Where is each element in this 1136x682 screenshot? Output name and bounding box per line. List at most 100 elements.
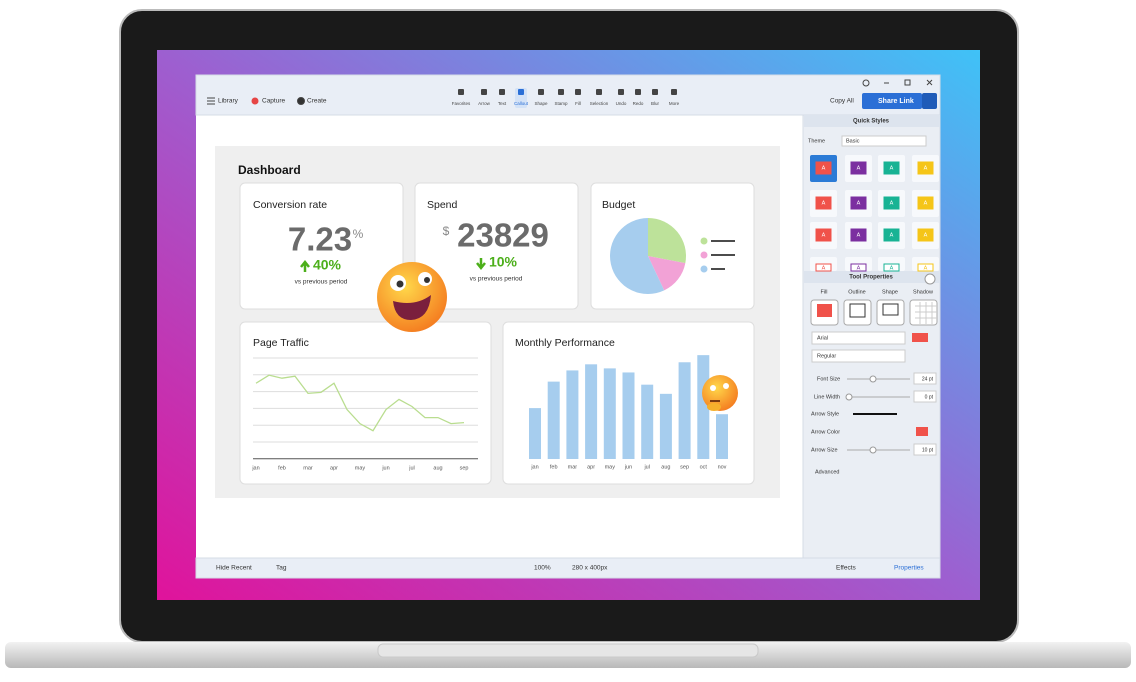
label: Shape: [882, 289, 898, 295]
bar: [529, 408, 541, 459]
x-tick-label: sep: [460, 465, 469, 471]
share-menu[interactable]: [922, 93, 937, 109]
tile-letter: A: [822, 200, 826, 206]
stat-change: 40%: [313, 257, 342, 273]
font-dropdown[interactable]: [811, 331, 906, 345]
stat-note: vs previous period: [295, 279, 348, 286]
toolbar: [195, 74, 941, 116]
label: 100%: [534, 565, 551, 572]
tile-letter: A: [857, 200, 861, 206]
tool-label: Fill: [575, 101, 581, 106]
arrow-color[interactable]: [916, 427, 928, 436]
shape-box[interactable]: [876, 299, 905, 326]
legend-dot: [700, 251, 708, 259]
traffic-grid: [253, 357, 478, 460]
tile-shape: [917, 263, 934, 272]
tile-shape: [883, 263, 900, 272]
value-boxes: [913, 372, 937, 456]
tile-letter: A: [890, 265, 894, 271]
tile-letter: A: [890, 232, 894, 238]
x-tick-label: sep: [680, 464, 689, 470]
quick-style-tiles: A A A A A A A A A A A A A A A A: [810, 155, 939, 272]
bar: [622, 372, 635, 459]
weight-dropdown[interactable]: [811, 349, 906, 363]
knob[interactable]: [869, 375, 877, 383]
label: Arial: [817, 335, 828, 341]
font-color[interactable]: [912, 333, 928, 342]
share-button[interactable]: [862, 93, 922, 109]
tool-icon[interactable]: [652, 89, 658, 95]
outline-box[interactable]: [843, 299, 872, 326]
status-bar: [195, 557, 941, 579]
label: Outline: [848, 289, 865, 295]
window-controls: [207, 79, 933, 105]
tool-icon[interactable]: [458, 89, 464, 95]
label: 10 pt: [922, 447, 934, 453]
slider-knobs: [845, 375, 877, 454]
tile-letter: A: [890, 200, 894, 206]
value-box[interactable]: [913, 443, 937, 456]
tool-label: Blur: [651, 101, 660, 106]
capture-icon[interactable]: [251, 97, 259, 105]
label: Fill: [820, 289, 827, 295]
x-tick-label: apr: [587, 464, 595, 470]
tile-shape: [883, 161, 900, 175]
close[interactable]: [926, 79, 933, 86]
stat-value: 23829: [457, 217, 549, 254]
tool-icon[interactable]: [499, 89, 505, 95]
label: Font Size: [817, 376, 840, 382]
knob[interactable]: [845, 393, 853, 401]
tool-label: Redo: [633, 101, 644, 106]
emoji-eye: [723, 383, 729, 389]
tool-icon[interactable]: [558, 89, 564, 95]
library-icon[interactable]: [207, 97, 215, 105]
tool-icon[interactable]: [596, 89, 602, 95]
stat-value: 7.23: [288, 221, 352, 258]
emoji-pupil: [396, 280, 404, 288]
label: Quick Styles: [853, 119, 890, 125]
x-tick-label: oct: [700, 464, 708, 470]
tool-icon[interactable]: [575, 89, 581, 95]
bar: [585, 364, 598, 459]
tool-icon[interactable]: [618, 89, 624, 95]
card-title: Conversion rate: [253, 199, 327, 211]
tool-icon[interactable]: [671, 89, 677, 95]
bar: [603, 368, 616, 459]
label: 0 pt: [925, 394, 934, 400]
label: Regular: [817, 353, 836, 359]
tool-label: Arrow: [478, 101, 491, 106]
label: Tool Properties: [849, 275, 893, 281]
stat-unit: %: [353, 227, 364, 241]
theme-dropdown[interactable]: [841, 135, 927, 147]
label: Advanced: [815, 469, 839, 475]
bar: [547, 381, 560, 459]
laptop-notch: [377, 643, 759, 658]
tool-icon[interactable]: [538, 89, 544, 95]
maximize[interactable]: [904, 79, 911, 86]
card: [239, 321, 492, 485]
create-icon[interactable]: [297, 97, 305, 105]
value-box[interactable]: [913, 372, 937, 385]
label: Share Link: [878, 98, 914, 105]
tool-icon[interactable]: [518, 89, 524, 95]
x-tick-label: apr: [330, 465, 338, 471]
label: Theme: [808, 138, 825, 144]
tile-shape: [850, 196, 867, 210]
tile-shape: [815, 161, 832, 175]
tile-shape: [850, 228, 867, 242]
tool-icon[interactable]: [635, 89, 641, 95]
x-tick-label: jul: [408, 465, 415, 471]
tile-shape: [917, 196, 934, 210]
info[interactable]: [862, 79, 870, 87]
emoji-mouth: [393, 295, 431, 320]
value-box[interactable]: [913, 390, 937, 403]
help-icon[interactable]: [924, 273, 936, 285]
bar: [659, 393, 672, 459]
legend-dot: [700, 265, 708, 273]
tool-icon[interactable]: [481, 89, 487, 95]
knob[interactable]: [869, 446, 877, 454]
x-tick-label: feb: [278, 465, 286, 471]
bar: [716, 414, 728, 459]
tile-letter: A: [924, 232, 928, 238]
tile-letter: A: [924, 265, 928, 271]
